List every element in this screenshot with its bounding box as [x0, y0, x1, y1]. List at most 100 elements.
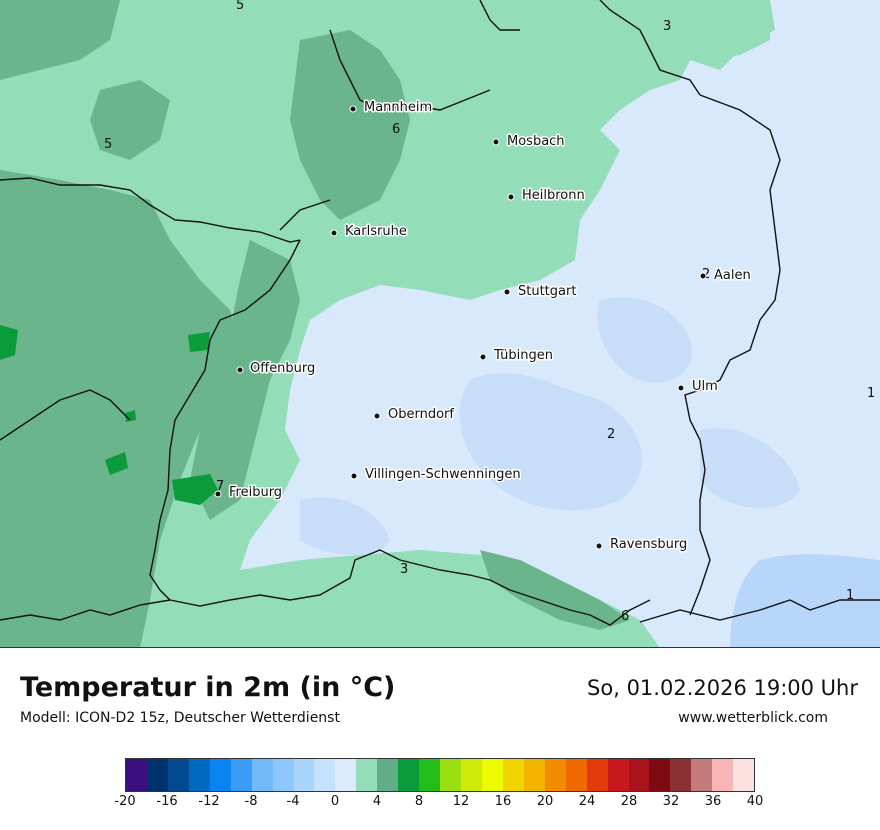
legend-tick-label: 20: [536, 794, 554, 809]
city-label: Tübingen: [493, 348, 553, 363]
legend-color-cell: [377, 759, 399, 791]
contour-label: 3: [663, 19, 671, 34]
legend-tick-label: -8: [244, 794, 258, 809]
city-oberndorf[interactable]: Oberndorf: [373, 406, 456, 424]
legend-color-cell: [649, 759, 671, 791]
legend-color-cell: [230, 759, 252, 791]
legend-tick-label: 32: [662, 794, 680, 809]
contour-label: 1: [846, 588, 854, 603]
city-label: Mosbach: [507, 134, 565, 149]
color-legend: [125, 758, 755, 792]
contour-label: 6: [392, 122, 400, 137]
map-title: Temperatur in 2m (in °C): [20, 672, 396, 703]
city-offenburg[interactable]: Offenburg: [236, 360, 317, 378]
legend-color-cell: [419, 759, 441, 791]
legend-tick-label: 28: [620, 794, 638, 809]
city-label: Stuttgart: [518, 284, 576, 299]
legend-ticks: -20 -16 -12 -8 -4 0 4 8 12 16 20 24 28 32 36 40: [114, 794, 763, 814]
temperature-map: 5 3 5 6 2 7 2 1 3 1 6 Mannheim Mosbach H…: [0, 0, 880, 648]
legend-tick-label: 24: [578, 794, 596, 809]
city-label: Aalen: [714, 268, 751, 283]
city-label: Offenburg: [250, 361, 315, 376]
city-dot: [330, 229, 338, 237]
legend-color-cell: [126, 759, 147, 791]
city-dot: [595, 542, 603, 550]
legend-color-cell: [356, 759, 378, 791]
legend-color-cell: [691, 759, 713, 791]
legend-tick-label: -16: [156, 794, 178, 809]
city-dot: [373, 412, 381, 420]
legend-tick-label: 12: [452, 794, 470, 809]
city-label: Heilbronn: [522, 188, 585, 203]
contour-label: 7: [216, 479, 224, 494]
contour-label: 5: [236, 0, 244, 13]
city-mannheim[interactable]: Mannheim: [349, 99, 434, 117]
legend-color-cell: [461, 759, 482, 791]
contour-label: 1: [867, 386, 875, 401]
city-dot: [350, 472, 358, 480]
city-aalen[interactable]: Aalen: [699, 267, 752, 285]
city-tuebingen[interactable]: Tübingen: [479, 347, 555, 365]
warm-zone-mid-green: [0, 0, 630, 648]
warm-patch-northeast: [630, 0, 770, 60]
legend-color-cell: [523, 759, 545, 791]
cold-patches: [300, 297, 800, 555]
city-villingen-schwenningen[interactable]: Villingen-Schwenningen: [350, 466, 522, 484]
city-dot: [699, 272, 707, 280]
city-dot: [479, 353, 487, 361]
city-dot: [677, 384, 685, 392]
borders: [0, 0, 880, 626]
legend-color-cell: [251, 759, 273, 791]
city-label: Freiburg: [229, 485, 282, 500]
legend-tick-label: 0: [330, 794, 340, 809]
legend-tick-label: 8: [414, 794, 424, 809]
city-freiburg[interactable]: Freiburg: [214, 484, 284, 502]
legend-color-cell: [628, 759, 650, 791]
legend-color-cell: [502, 759, 524, 791]
legend-color-cell: [398, 759, 420, 791]
city-ravensburg[interactable]: Ravensburg: [595, 536, 689, 554]
legend-tick-label: 16: [494, 794, 512, 809]
legend-color-cell: [607, 759, 629, 791]
city-dot: [349, 105, 357, 113]
city-label: Ulm: [692, 379, 718, 394]
city-dot: [236, 366, 244, 374]
legend-color-cell: [167, 759, 189, 791]
contour-label: 5: [104, 137, 112, 152]
city-dot: [492, 138, 500, 146]
model-info: Modell: ICON-D2 15z, Deutscher Wetterdie…: [20, 710, 340, 726]
legend-color-cell: [440, 759, 461, 791]
city-label: Oberndorf: [388, 407, 454, 422]
legend-tick-label: -20: [114, 794, 136, 809]
website-link[interactable]: www.wetterblick.com: [678, 710, 828, 726]
city-dot: [214, 490, 222, 498]
forecast-datetime: So, 01.02.2026 19:00 Uhr: [587, 676, 858, 700]
city-stuttgart[interactable]: Stuttgart: [503, 283, 578, 301]
city-heilbronn[interactable]: Heilbronn: [507, 187, 586, 205]
city-markers: Mannheim Mosbach Heilbronn Karlsruhe Aal…: [214, 99, 752, 554]
city-karlsruhe[interactable]: Karlsruhe: [330, 223, 408, 241]
city-label: Karlsruhe: [345, 224, 407, 239]
city-ulm[interactable]: Ulm: [677, 378, 719, 396]
city-label: Mannheim: [364, 100, 432, 115]
legend-color-cell: [188, 759, 210, 791]
city-mosbach[interactable]: Mosbach: [492, 133, 566, 151]
contour-label: 6: [621, 609, 629, 624]
legend-color-cell: [272, 759, 294, 791]
legend-tick-label: 4: [372, 794, 382, 809]
contour-label: 2: [607, 427, 615, 442]
contour-label: 3: [400, 562, 408, 577]
legend-tick-label: 36: [704, 794, 722, 809]
legend-color-cell: [293, 759, 315, 791]
legend-color-cell: [565, 759, 587, 791]
legend-color-cell: [314, 759, 336, 791]
legend-color-cell: [481, 759, 503, 791]
legend-color-cell: [670, 759, 692, 791]
legend-color-cell: [209, 759, 231, 791]
legend-color-cell: [146, 759, 168, 791]
colder-zone-southeast: [730, 554, 880, 648]
legend-tick-label: -4: [286, 794, 300, 809]
legend-color-cell: [733, 759, 755, 791]
city-dot: [503, 288, 511, 296]
legend-color-cell: [544, 759, 566, 791]
